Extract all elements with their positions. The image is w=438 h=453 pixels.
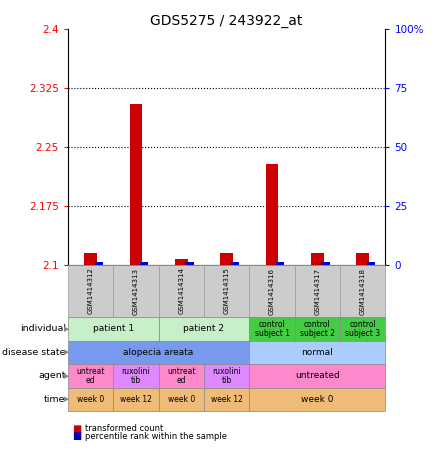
Text: ▶: ▶ bbox=[64, 349, 69, 356]
Text: week 0: week 0 bbox=[77, 395, 104, 404]
Bar bbox=[321, 262, 330, 265]
Text: control
subject 3: control subject 3 bbox=[345, 319, 380, 338]
Bar bbox=[367, 262, 375, 265]
Text: GSM1414313: GSM1414313 bbox=[133, 268, 139, 314]
Text: transformed count: transformed count bbox=[85, 424, 163, 433]
Text: untreat
ed: untreat ed bbox=[76, 366, 105, 386]
Text: agent: agent bbox=[38, 371, 66, 381]
Text: disease state: disease state bbox=[2, 348, 66, 357]
Text: percentile rank within the sample: percentile rank within the sample bbox=[85, 432, 226, 441]
Text: ▶: ▶ bbox=[64, 396, 69, 403]
Text: patient 1: patient 1 bbox=[93, 324, 134, 333]
Text: ■: ■ bbox=[72, 424, 81, 434]
Bar bbox=[175, 259, 187, 265]
Text: time: time bbox=[44, 395, 66, 404]
Text: week 0: week 0 bbox=[168, 395, 195, 404]
Text: control
subject 2: control subject 2 bbox=[300, 319, 335, 338]
Text: GSM1414312: GSM1414312 bbox=[88, 268, 94, 314]
Bar bbox=[220, 253, 233, 265]
Text: GSM1414318: GSM1414318 bbox=[360, 268, 366, 314]
Text: ■: ■ bbox=[72, 431, 81, 441]
Bar bbox=[130, 104, 142, 265]
Text: GSM1414314: GSM1414314 bbox=[178, 268, 184, 314]
Text: week 0: week 0 bbox=[301, 395, 334, 404]
Bar bbox=[185, 262, 194, 265]
Text: GSM1414315: GSM1414315 bbox=[224, 268, 230, 314]
Text: individual: individual bbox=[20, 324, 66, 333]
Bar bbox=[276, 262, 284, 265]
Title: GDS5275 / 243922_at: GDS5275 / 243922_at bbox=[151, 14, 303, 29]
Text: week 12: week 12 bbox=[120, 395, 152, 404]
Bar bbox=[266, 164, 279, 265]
Text: untreated: untreated bbox=[295, 371, 340, 381]
Bar bbox=[95, 262, 103, 265]
Text: ▶: ▶ bbox=[64, 326, 69, 332]
Text: week 12: week 12 bbox=[211, 395, 243, 404]
Text: GSM1414316: GSM1414316 bbox=[269, 268, 275, 314]
Text: ▶: ▶ bbox=[64, 373, 69, 379]
Text: normal: normal bbox=[301, 348, 333, 357]
Bar bbox=[231, 262, 239, 265]
Text: ruxolini
tib: ruxolini tib bbox=[212, 366, 241, 386]
Text: GSM1414317: GSM1414317 bbox=[314, 268, 320, 314]
Bar bbox=[84, 253, 97, 265]
Text: control
subject 1: control subject 1 bbox=[254, 319, 290, 338]
Text: ruxolini
tib: ruxolini tib bbox=[122, 366, 150, 386]
Text: patient 2: patient 2 bbox=[184, 324, 225, 333]
Bar bbox=[140, 262, 148, 265]
Bar bbox=[311, 253, 324, 265]
Text: alopecia areata: alopecia areata bbox=[124, 348, 194, 357]
Text: untreat
ed: untreat ed bbox=[167, 366, 195, 386]
Bar bbox=[357, 253, 369, 265]
